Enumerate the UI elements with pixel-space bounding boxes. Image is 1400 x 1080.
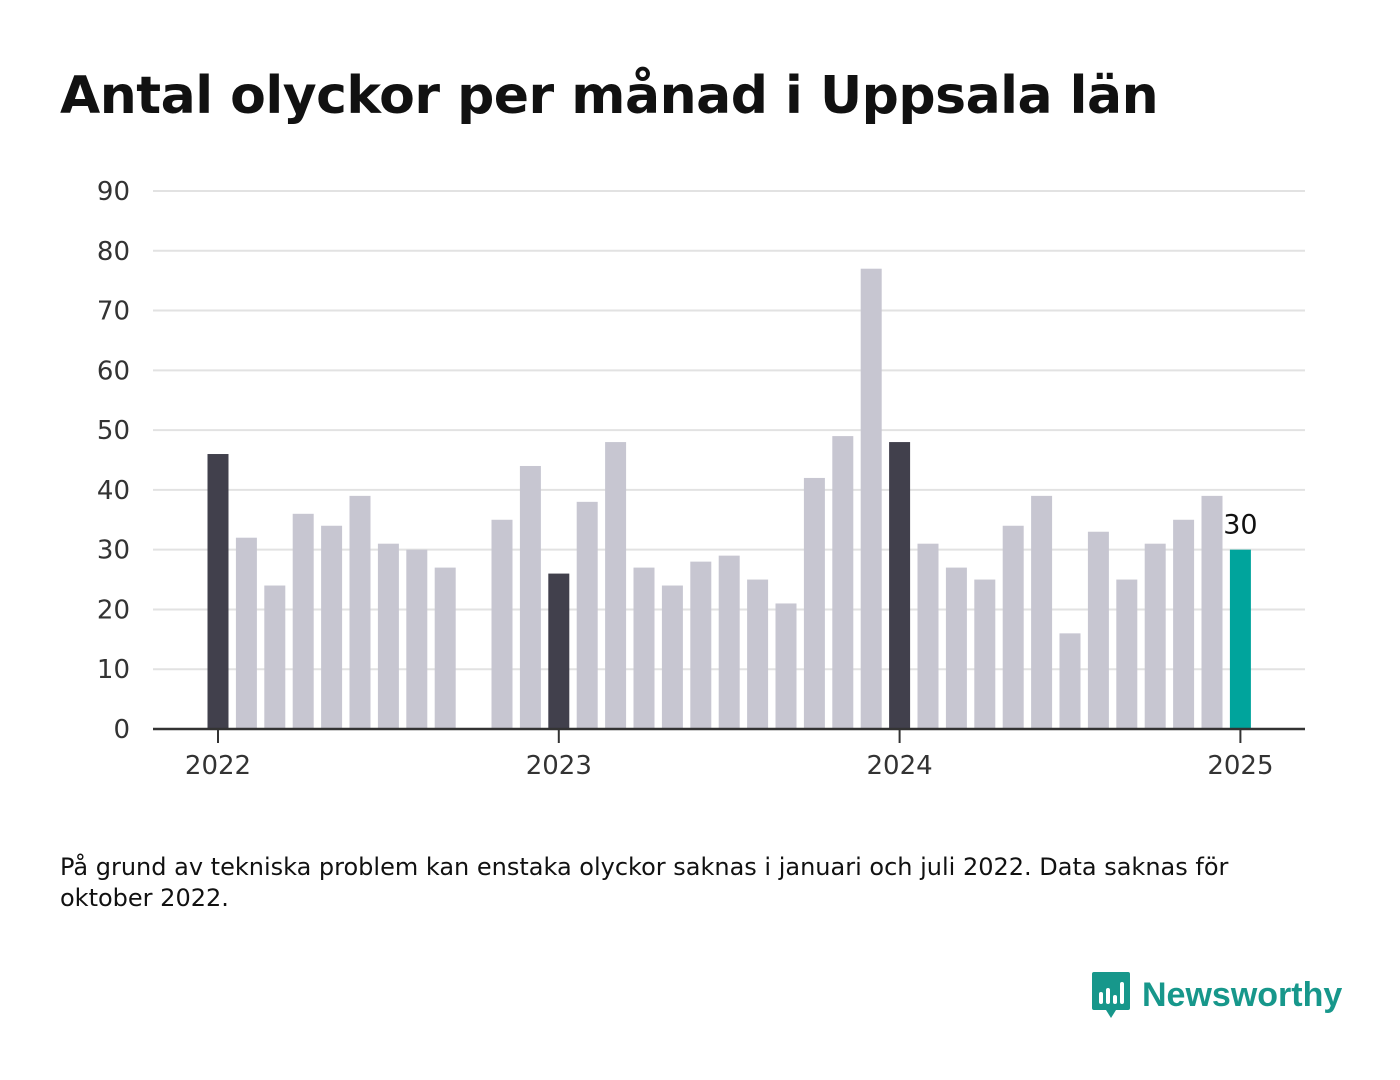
bar-2022-07 xyxy=(377,543,399,729)
x-tick-label: 2025 xyxy=(1207,751,1273,781)
bar-2023-11 xyxy=(832,436,854,729)
bar-2024-01 xyxy=(889,442,911,729)
bar-2022-02 xyxy=(235,537,257,729)
y-tick-label: 60 xyxy=(97,356,130,386)
x-tick-label: 2024 xyxy=(867,751,933,781)
brand[interactable]: Newsworthy xyxy=(1090,970,1342,1020)
y-tick-label: 0 xyxy=(113,715,130,745)
bar-2023-09 xyxy=(775,603,797,729)
footnote: På grund av tekniska problem kan enstaka… xyxy=(60,853,1229,912)
bar-2025-01 xyxy=(1229,549,1251,729)
bar-2022-09 xyxy=(434,567,456,729)
bar-2022-11 xyxy=(491,519,513,729)
bar-2024-10 xyxy=(1144,543,1166,729)
bar-2024-02 xyxy=(917,543,939,729)
bar-2024-12 xyxy=(1201,495,1223,729)
bar-2022-12 xyxy=(519,465,541,729)
x-tick-label: 2022 xyxy=(185,751,251,781)
bar-2024-11 xyxy=(1173,519,1195,729)
bar-2024-05 xyxy=(1002,525,1024,729)
y-tick-label: 30 xyxy=(97,536,130,566)
y-tick-label: 80 xyxy=(97,237,130,267)
bar-2023-05 xyxy=(661,585,683,729)
bar-2023-08 xyxy=(747,579,769,729)
bar-chart: 0 10 20 30 40 50 60 70 80 90 2022 2023 2024 2025 30 xyxy=(97,177,1305,781)
bar-2024-06 xyxy=(1031,495,1053,729)
bar-2022-01 xyxy=(207,454,229,729)
bar-2022-08 xyxy=(406,549,428,729)
bar-2023-02 xyxy=(576,501,598,729)
bar-2022-06 xyxy=(349,495,371,729)
bar-2023-03 xyxy=(605,442,627,729)
bar-2024-07 xyxy=(1059,633,1081,729)
chart-title: Antal olyckor per månad i Uppsala län xyxy=(60,66,1159,126)
brand-name: Newsworthy xyxy=(1142,975,1343,1014)
bar-2024-04 xyxy=(974,579,996,729)
bar-2022-03 xyxy=(264,585,286,729)
bar-2023-10 xyxy=(803,477,825,729)
y-tick-label: 10 xyxy=(97,655,130,685)
bar-2024-03 xyxy=(945,567,967,729)
bar-2022-04 xyxy=(292,513,314,729)
y-tick-label: 90 xyxy=(97,177,130,207)
bar-2023-01 xyxy=(548,573,570,729)
bar-2024-08 xyxy=(1087,531,1109,729)
latest-value-label: 30 xyxy=(1223,510,1257,541)
bar-2023-04 xyxy=(633,567,655,729)
y-axis-tick-labels: 0 10 20 30 40 50 60 70 80 90 xyxy=(97,177,130,745)
bar-2022-05 xyxy=(321,525,343,729)
bar-2023-06 xyxy=(690,561,712,729)
newsworthy-logo-icon xyxy=(1092,972,1130,1018)
y-tick-label: 20 xyxy=(97,595,130,625)
bars xyxy=(207,268,1251,729)
x-tick-label: 2023 xyxy=(526,751,592,781)
y-tick-label: 70 xyxy=(97,297,130,327)
y-tick-label: 50 xyxy=(97,416,130,446)
bar-2023-07 xyxy=(718,555,740,729)
bar-2023-12 xyxy=(860,268,882,729)
bar-2024-09 xyxy=(1116,579,1138,729)
x-axis-ticks: 2022 2023 2024 2025 xyxy=(185,729,1273,781)
data-labels: 30 xyxy=(1221,507,1260,543)
y-tick-label: 40 xyxy=(97,476,130,506)
